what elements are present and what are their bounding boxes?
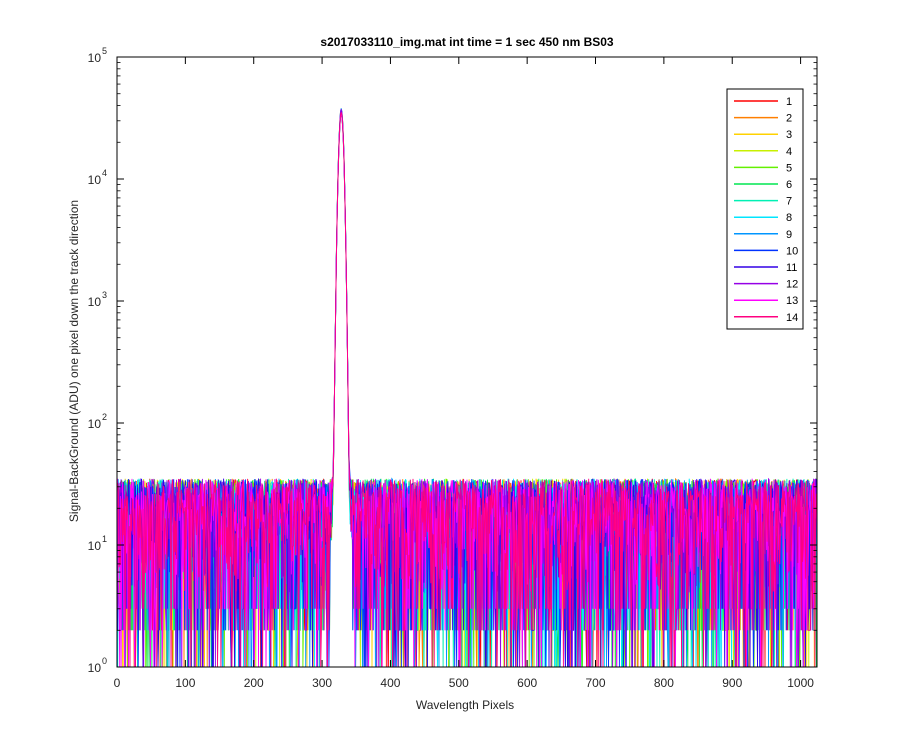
legend-label: 13 [786,295,798,307]
legend-label: 1 [786,96,792,108]
y-tick-label: 10 4 [88,168,107,187]
legend-label: 14 [786,312,798,324]
legend-label: 5 [786,162,792,174]
legend-label: 8 [786,212,792,224]
legend-item: 8 [734,212,792,224]
y-tick-label: 10 2 [88,412,107,431]
legend-label: 7 [786,196,792,208]
legend-item: 7 [734,196,792,208]
legend-label: 10 [786,245,798,257]
y-tick-exponent: 2 [102,412,107,422]
y-tick-base: 10 [88,417,102,431]
x-tick-label: 800 [654,676,674,690]
legend-item: 10 [734,245,798,257]
legend-item: 1 [734,96,792,108]
y-tick-label: 10 3 [88,290,107,309]
x-tick-label: 900 [722,676,742,690]
x-axis-label: Wavelength Pixels [416,698,514,712]
x-tick-label: 500 [449,676,469,690]
y-tick-label: 10 1 [88,534,107,553]
x-tick-label: 600 [517,676,537,690]
y-tick-base: 10 [88,173,102,187]
y-tick-base: 10 [88,539,102,553]
legend-item: 12 [734,279,798,291]
legend-item: 4 [734,146,792,158]
series-layer [117,108,818,668]
y-tick-label: 10 5 [88,46,107,65]
series-line-14 [117,112,818,668]
legend-box [726,88,804,330]
legend-item: 5 [734,162,792,174]
legend-label: 6 [786,179,792,191]
chart-title: s2017033110_img.mat int time = 1 sec 450… [320,35,614,49]
legend-item: 11 [734,262,797,274]
legend-item: 13 [734,295,798,307]
x-tick-label: 300 [312,676,332,690]
x-tick-label: 100 [175,676,195,690]
legend-item: 6 [734,179,792,191]
legend-item: 3 [734,129,792,141]
legend-item: 2 [734,113,792,125]
y-tick-base: 10 [88,51,102,65]
legend-label: 11 [786,262,797,274]
y-tick-exponent: 5 [102,46,107,56]
x-tick-label: 200 [244,676,264,690]
legend-label: 9 [786,229,792,241]
y-axis-label: Signal-BackGround (ADU) one pixel down t… [67,200,81,522]
legend-label: 3 [786,129,792,141]
y-tick-exponent: 0 [102,656,107,666]
legend-item: 9 [734,229,792,241]
y-tick-label: 10 0 [88,656,107,675]
legend-item: 14 [734,312,798,324]
x-tick-label: 1000 [787,676,814,690]
x-tick-label: 400 [380,676,400,690]
plot-frame [116,56,818,668]
x-tick-label: 0 [114,676,121,690]
y-tick-base: 10 [88,295,102,309]
y-tick-exponent: 4 [102,168,107,178]
legend-label: 4 [786,146,792,158]
legend-label: 12 [786,279,798,291]
x-tick-label: 700 [586,676,606,690]
y-tick-exponent: 1 [102,534,107,544]
y-tick-exponent: 3 [102,290,107,300]
y-tick-base: 10 [88,661,102,675]
legend-label: 2 [786,113,792,125]
